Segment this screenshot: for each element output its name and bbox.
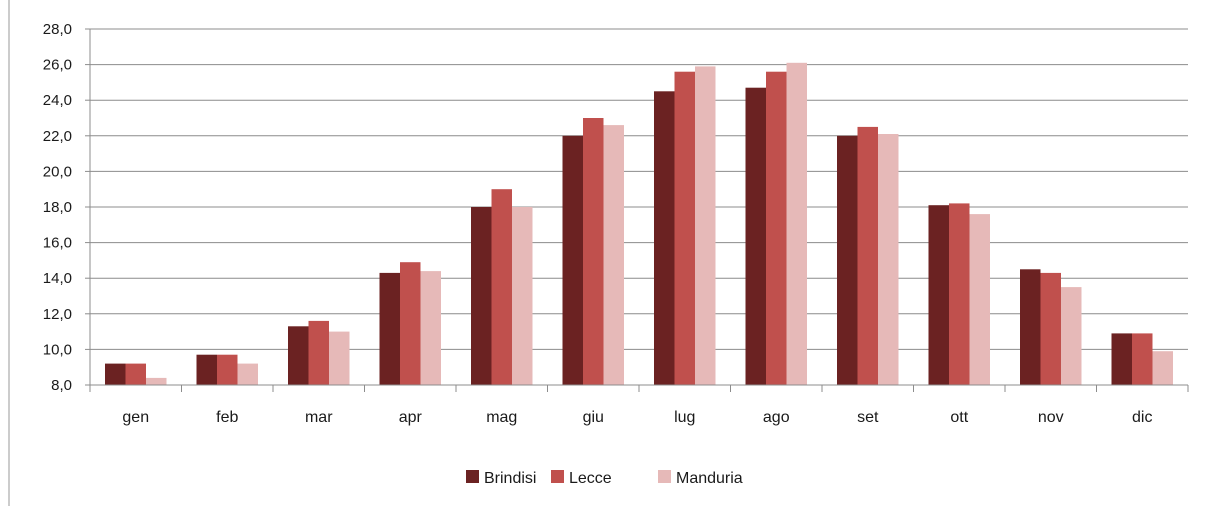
- bar-lecce-giu: [583, 118, 604, 385]
- x-tick-label: lug: [674, 409, 695, 426]
- bar-brindisi-ott: [928, 205, 949, 385]
- y-tick-label: 16,0: [43, 235, 72, 252]
- legend-swatch-lecce: [551, 470, 564, 483]
- y-axis-tick-labels: 8,0 10,0 12,0 14,0 16,0 18,0 20,0 22,0 24,0 26,0 2…: [43, 21, 72, 394]
- bar-lecce-mag: [491, 189, 512, 385]
- bar-lecce-dic: [1132, 333, 1153, 385]
- legend-label-manduria: Manduria: [676, 470, 743, 487]
- y-tick-label: 18,0: [43, 199, 72, 216]
- bar-lecce-gen: [125, 363, 146, 385]
- y-tick-label: 28,0: [43, 21, 72, 38]
- bar-manduria-dic: [1152, 351, 1173, 385]
- x-tick-label: ago: [763, 409, 790, 426]
- x-tick-label: apr: [399, 409, 423, 426]
- bar-brindisi-feb: [196, 354, 217, 385]
- bar-brindisi-apr: [379, 272, 400, 385]
- bar-brindisi-mag: [471, 207, 492, 385]
- y-tick-label: 14,0: [43, 270, 72, 287]
- legend: Brindisi Lecce Manduria: [466, 470, 743, 487]
- bar-lecce-ago: [766, 71, 787, 385]
- y-tick-label: 26,0: [43, 57, 72, 74]
- bar-lecce-nov: [1040, 272, 1061, 385]
- bar-lecce-ott: [949, 203, 970, 385]
- bar-manduria-ott: [969, 214, 990, 385]
- bar-brindisi-gen: [105, 363, 126, 385]
- x-axis-tick-labels: gen feb mar apr mag giu lug ago set ott nov dic: [122, 409, 1152, 426]
- y-tick-label: 8,0: [51, 377, 72, 394]
- y-tick-label: 22,0: [43, 128, 72, 145]
- bar-manduria-apr: [420, 271, 441, 385]
- bar-lecce-feb: [217, 354, 238, 385]
- bar-brindisi-nov: [1020, 269, 1041, 385]
- x-tick-label: giu: [583, 409, 604, 426]
- bar-manduria-giu: [603, 125, 624, 385]
- bar-manduria-feb: [237, 363, 258, 385]
- x-tick-label: mag: [486, 409, 517, 426]
- bar-brindisi-lug: [654, 91, 675, 386]
- x-tick-label: ott: [950, 409, 968, 426]
- bar-brindisi-mar: [288, 326, 309, 385]
- bar-manduria-mag: [512, 207, 533, 385]
- bar-manduria-set: [878, 134, 899, 385]
- bar-manduria-ago: [786, 62, 807, 386]
- gridlines: [90, 28, 1188, 350]
- bars: [105, 62, 1173, 386]
- x-tick-label: nov: [1038, 409, 1064, 426]
- bar-brindisi-dic: [1111, 333, 1132, 385]
- y-tick-label: 12,0: [43, 306, 72, 323]
- x-tick-label: dic: [1132, 409, 1152, 426]
- axes: [85, 28, 1189, 392]
- legend-label-brindisi: Brindisi: [484, 470, 536, 487]
- y-tick-label: 10,0: [43, 341, 72, 358]
- bar-manduria-mar: [329, 331, 350, 385]
- y-tick-label: 24,0: [43, 92, 72, 109]
- bar-brindisi-giu: [562, 135, 583, 385]
- bar-brindisi-ago: [745, 87, 766, 385]
- bar-manduria-gen: [146, 377, 167, 385]
- bar-lecce-set: [857, 126, 878, 386]
- legend-swatch-brindisi: [466, 470, 479, 483]
- legend-label-lecce: Lecce: [569, 470, 612, 487]
- bar-brindisi-set: [837, 135, 858, 385]
- x-tick-label: set: [857, 409, 879, 426]
- bar-lecce-mar: [308, 320, 329, 385]
- bar-lecce-apr: [400, 262, 421, 385]
- y-tick-label: 20,0: [43, 163, 72, 180]
- legend-swatch-manduria: [658, 470, 671, 483]
- bar-manduria-nov: [1061, 287, 1082, 385]
- bar-manduria-lug: [695, 66, 716, 386]
- x-tick-label: feb: [216, 409, 238, 426]
- x-tick-label: gen: [122, 409, 149, 426]
- x-tick-label: mar: [305, 409, 333, 426]
- bar-lecce-lug: [674, 71, 695, 385]
